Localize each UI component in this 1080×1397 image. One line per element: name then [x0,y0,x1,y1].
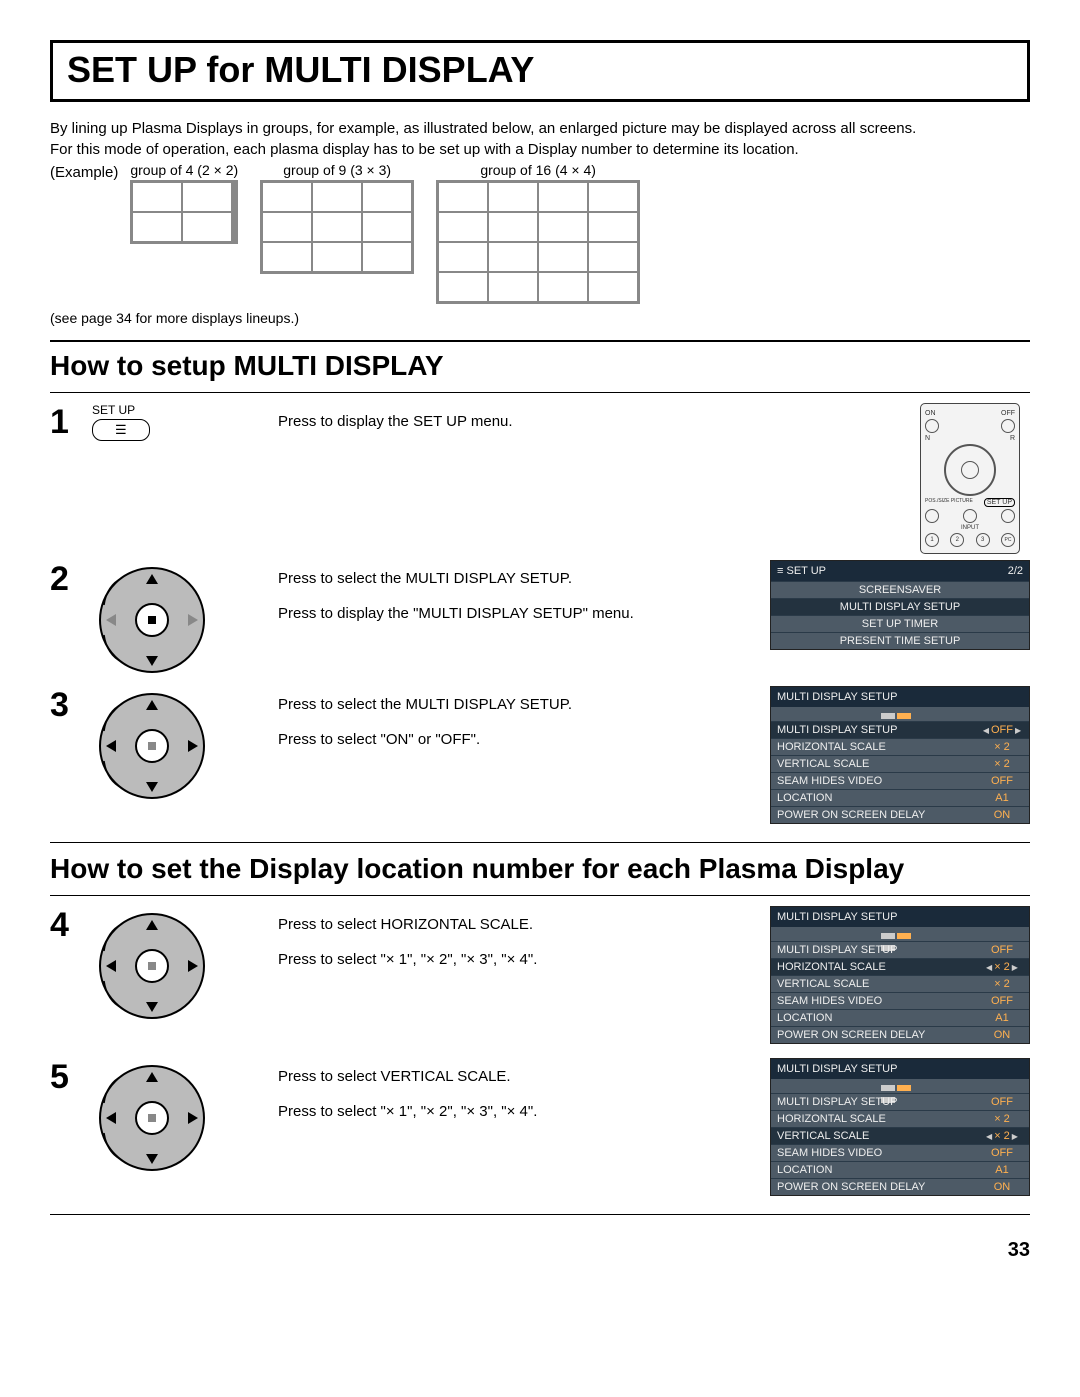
heading-how-to-setup: How to setup MULTI DISPLAY [50,350,1030,382]
example-label: (Example) [50,162,118,181]
step-4: 4 Press to select HORIZONTAL SCALE. Pres… [50,906,1030,1052]
divider [50,842,1030,843]
osd-row-location: LOCATION [771,1010,975,1026]
grid-4x4-caption: group of 16 (4 × 4) [436,162,640,178]
osd-mds-menu-1: MULTI DISPLAY SETUP MULTI DISPLAY SETUPO… [770,686,1030,824]
step-5-text-b: Press to select "× 1", "× 2", "× 3", "× … [278,1103,754,1120]
grid-3x3-caption: group of 9 (3 × 3) [260,162,414,178]
osd-mds-title: MULTI DISPLAY SETUP [777,691,897,703]
grid-2x2-caption: group of 4 (2 × 2) [130,162,238,178]
step-1: 1 SET UP ☰ Press to display the SET UP m… [50,403,1030,554]
step-2: 2 Press to select the MULTI DISPLAY SETU… [50,560,1030,680]
osd-row-location: LOCATION [771,1162,975,1178]
osd-row-hscale: HORIZONTAL SCALE [771,1111,975,1127]
grid-3x3-block: group of 9 (3 × 3) [260,162,414,274]
osd-page: 2/2 [1008,565,1023,577]
step-5-text-a: Press to select VERTICAL SCALE. [278,1068,754,1085]
page-title: SET UP for MULTI DISPLAY [67,49,534,90]
step-number: 4 [50,906,76,1052]
step-3-text-a: Press to select the MULTI DISPLAY SETUP. [278,696,754,713]
divider [50,392,1030,393]
osd-row-delay: POWER ON SCREEN DELAY [771,1179,975,1195]
step-5: 5 Press to select VERTICAL SCALE. Press … [50,1058,1030,1204]
osd-row-hscale: HORIZONTAL SCALE [771,739,975,755]
page-title-box: SET UP for MULTI DISPLAY [50,40,1030,102]
step-2-text-a: Press to select the MULTI DISPLAY SETUP. [278,570,754,587]
step-3: 3 Press to select the MULTI DISPLAY SETU… [50,686,1030,832]
osd-mds-title: MULTI DISPLAY SETUP [777,1063,897,1075]
divider [50,895,1030,896]
osd-row-vscale: VERTICAL SCALE [771,756,975,772]
heading-display-location: How to set the Display location number f… [50,853,1030,885]
step-4-text-b: Press to select "× 1", "× 2", "× 3", "× … [278,951,754,968]
grid-4x4-block: group of 16 (4 × 4) [436,162,640,304]
step-2-text-b: Press to display the "MULTI DISPLAY SETU… [278,605,754,622]
osd-row-location: LOCATION [771,790,975,806]
osd-setup-menu: SET UP 2/2 SCREENSAVER MULTI DISPLAY SET… [770,560,1030,650]
osd-row-mds: MULTI DISPLAY SETUP [771,722,975,738]
osd-mds-menu-3: MULTI DISPLAY SETUP MULTI DISPLAY SETUPO… [770,1058,1030,1196]
osd-item-multi-display: MULTI DISPLAY SETUP [771,599,1029,615]
osd-title: SET UP [777,565,826,577]
divider [50,340,1030,342]
osd-row-seam: SEAM HIDES VIDEO [771,1145,975,1161]
osd-row-hscale: HORIZONTAL SCALE [771,959,975,975]
osd-item-screensaver: SCREENSAVER [771,582,1029,598]
grid-3x3 [260,180,414,274]
nav-pad-icon [92,560,212,680]
osd-row-vscale: VERTICAL SCALE [771,976,975,992]
osd-mds-title: MULTI DISPLAY SETUP [777,911,897,923]
nav-pad-icon [92,1058,212,1178]
intro-text-1: By lining up Plasma Displays in groups, … [50,120,1030,137]
setup-button[interactable]: ☰ [92,419,150,441]
osd-item-setup-timer: SET UP TIMER [771,616,1029,632]
osd-mds-menu-2: MULTI DISPLAY SETUP MULTI DISPLAY SETUPO… [770,906,1030,1044]
osd-row-seam: SEAM HIDES VIDEO [771,993,975,1009]
osd-row-mds: MULTI DISPLAY SETUP [771,1094,975,1110]
setup-button-label: SET UP [92,403,135,417]
grid-2x2 [130,180,238,244]
step-3-text-b: Press to select "ON" or "OFF". [278,731,754,748]
step-number: 2 [50,560,76,680]
step-number: 3 [50,686,76,832]
example-row: (Example) group of 4 (2 × 2) group of 9 … [50,162,1030,304]
nav-pad-icon [92,686,212,806]
step-1-text: Press to display the SET UP menu. [278,413,904,430]
step-4-text-a: Press to select HORIZONTAL SCALE. [278,916,754,933]
grid-4x4 [436,180,640,304]
grid-2x2-block: group of 4 (2 × 2) [130,162,238,244]
osd-row-delay: POWER ON SCREEN DELAY [771,1027,975,1043]
step-number: 1 [50,403,76,554]
step-number: 5 [50,1058,76,1204]
intro-text-2: For this mode of operation, each plasma … [50,141,1030,158]
osd-row-delay: POWER ON SCREEN DELAY [771,807,975,823]
osd-row-vscale: VERTICAL SCALE [771,1128,975,1144]
page-number: 33 [50,1239,1030,1262]
nav-pad-icon [92,906,212,1026]
divider [50,1214,1030,1215]
see-more-note: (see page 34 for more displays lineups.) [50,310,1030,326]
remote-control-diagram: ONOFF NR POS./SIZE PICTURESET UP INPUT 1… [920,403,1020,554]
osd-item-present-time: PRESENT TIME SETUP [771,633,1029,649]
osd-row-seam: SEAM HIDES VIDEO [771,773,975,789]
osd-row-mds: MULTI DISPLAY SETUP [771,942,975,958]
